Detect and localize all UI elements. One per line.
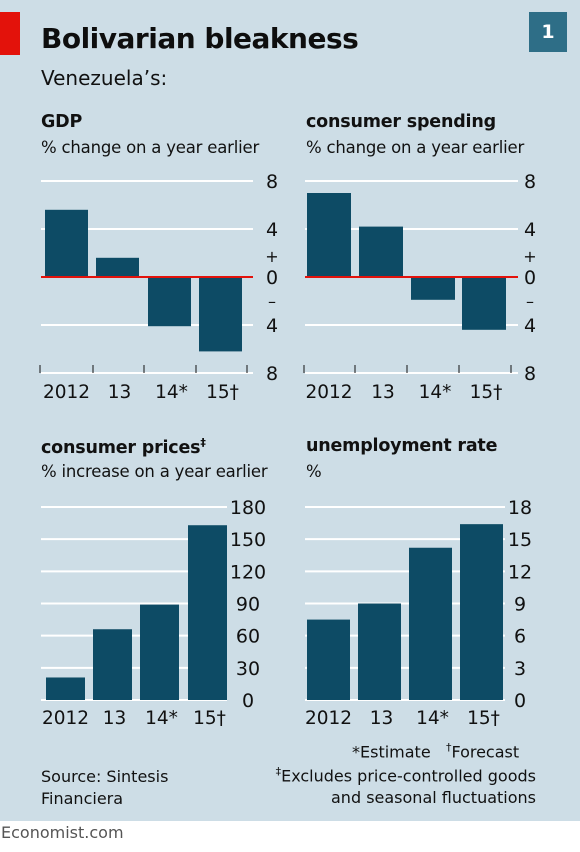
unemployment-category-label: 13 xyxy=(370,708,394,729)
gdp-tick-label: 8 xyxy=(266,363,278,385)
unemployment-tick-label: 0 xyxy=(514,690,526,712)
brand-footer: Economist.com xyxy=(1,823,124,842)
excludes-line2: and seasonal fluctuations xyxy=(331,788,536,808)
unemployment-tick-label: 12 xyxy=(508,561,532,583)
source-line2: Financiera xyxy=(41,789,124,808)
unemployment-chart-subtitle: % xyxy=(306,462,322,481)
unemployment-bar xyxy=(409,547,452,700)
prices-tick-label: 180 xyxy=(230,497,266,519)
gdp-chart-subtitle: % change on a year earlier xyxy=(41,138,260,157)
gdp-tick-label: 8 xyxy=(266,171,278,193)
prices-tick-label: 90 xyxy=(236,594,260,616)
gdp-bar xyxy=(45,209,88,277)
gdp-category-label: 14* xyxy=(155,382,188,403)
chart-number-badge: 1 xyxy=(529,12,567,52)
spending-tick-label: 4 xyxy=(524,219,536,241)
prices-tick-label: 120 xyxy=(230,561,266,583)
spending-tick-label: 8 xyxy=(524,363,536,385)
unemployment-tick-label: 3 xyxy=(514,658,526,680)
gdp-tick-label: 4 xyxy=(266,315,278,337)
unemployment-category-label: 15† xyxy=(467,708,500,729)
unemployment-tick-label: 18 xyxy=(508,497,532,519)
gdp-tick-label: 0 xyxy=(266,267,278,289)
prices-chart-title-text: consumer prices xyxy=(41,437,201,458)
gdp-chart-title: GDP xyxy=(41,112,83,132)
spending-plus-sign: + xyxy=(523,247,536,266)
unemployment-tick-label: 15 xyxy=(508,529,532,551)
prices-bar xyxy=(46,677,85,700)
prices-category-label: 14* xyxy=(145,708,178,729)
excludes-mark: ‡ xyxy=(275,765,282,778)
spending-bar xyxy=(411,277,455,300)
spending-tick-label: 0 xyxy=(524,267,536,289)
unemployment-chart-title: unemployment rate xyxy=(306,436,498,456)
forecast-mark: † xyxy=(445,741,452,754)
gdp-bar xyxy=(96,257,139,277)
prices-bar xyxy=(93,629,132,700)
estimate-note: *Estimate †Forecast xyxy=(352,737,519,763)
spending-chart-subtitle: % change on a year earlier xyxy=(306,138,525,157)
page-subtitle: Venezuela’s: xyxy=(41,66,168,90)
prices-title-mark: ‡ xyxy=(200,436,206,449)
gdp-bar xyxy=(148,277,191,327)
prices-category-label: 15† xyxy=(193,708,226,729)
brand-red-tab xyxy=(0,12,20,55)
spending-category-label: 13 xyxy=(371,382,395,403)
spending-bar xyxy=(307,193,351,277)
unemployment-bar xyxy=(460,524,503,700)
gdp-category-label: 15† xyxy=(206,382,239,403)
estimate-note-text: *Estimate xyxy=(352,742,431,762)
gdp-bar xyxy=(199,277,242,352)
spending-tick-label: 4 xyxy=(524,315,536,337)
excludes-line1: Excludes price-controlled goods xyxy=(281,766,536,786)
prices-chart-subtitle: % increase on a year earlier xyxy=(41,462,268,481)
prices-category-label: 2012 xyxy=(42,708,89,729)
gdp-tick-label: 4 xyxy=(266,219,278,241)
spending-category-label: 14* xyxy=(419,382,452,403)
source-line1: Source: Sintesis xyxy=(41,767,169,786)
gdp-plus-sign: + xyxy=(265,247,278,266)
gdp-category-label: 13 xyxy=(108,382,132,403)
prices-tick-label: 0 xyxy=(242,690,254,712)
gdp-category-label: 2012 xyxy=(43,382,90,403)
prices-chart-title: consumer prices‡ xyxy=(41,436,206,458)
prices-tick-label: 30 xyxy=(236,658,260,680)
unemployment-tick-label: 9 xyxy=(514,594,526,616)
source-note: Source: Sintesis Financiera xyxy=(41,766,168,810)
prices-category-label: 13 xyxy=(103,708,127,729)
spending-bar xyxy=(462,277,506,330)
spending-bar xyxy=(359,226,403,277)
prices-bar xyxy=(188,525,227,700)
prices-tick-label: 150 xyxy=(230,529,266,551)
spending-minus-sign: – xyxy=(526,292,534,311)
spending-chart-title: consumer spending xyxy=(306,112,496,132)
excludes-note: ‡Excludes price-controlled goods and seas… xyxy=(276,761,536,809)
spending-tick-label: 8 xyxy=(524,171,536,193)
gdp-minus-sign: – xyxy=(268,292,276,311)
forecast-note-text: Forecast xyxy=(451,742,520,762)
unemployment-category-label: 2012 xyxy=(305,708,352,729)
page-title: Bolivarian bleakness xyxy=(41,22,359,55)
charts-canvas: 8 4 0 4 8 + – 2012 13 14* 15† 8 4 0 4 8 + – 2012 13 14* 15† 18… xyxy=(39,171,537,729)
spending-category-label: 15† xyxy=(470,382,503,403)
prices-tick-label: 60 xyxy=(236,626,260,648)
unemployment-tick-label: 6 xyxy=(514,626,526,648)
unemployment-bar xyxy=(358,603,401,700)
unemployment-category-label: 14* xyxy=(416,708,449,729)
prices-bar xyxy=(140,604,179,700)
unemployment-bar xyxy=(307,619,350,700)
spending-category-label: 2012 xyxy=(305,382,352,403)
